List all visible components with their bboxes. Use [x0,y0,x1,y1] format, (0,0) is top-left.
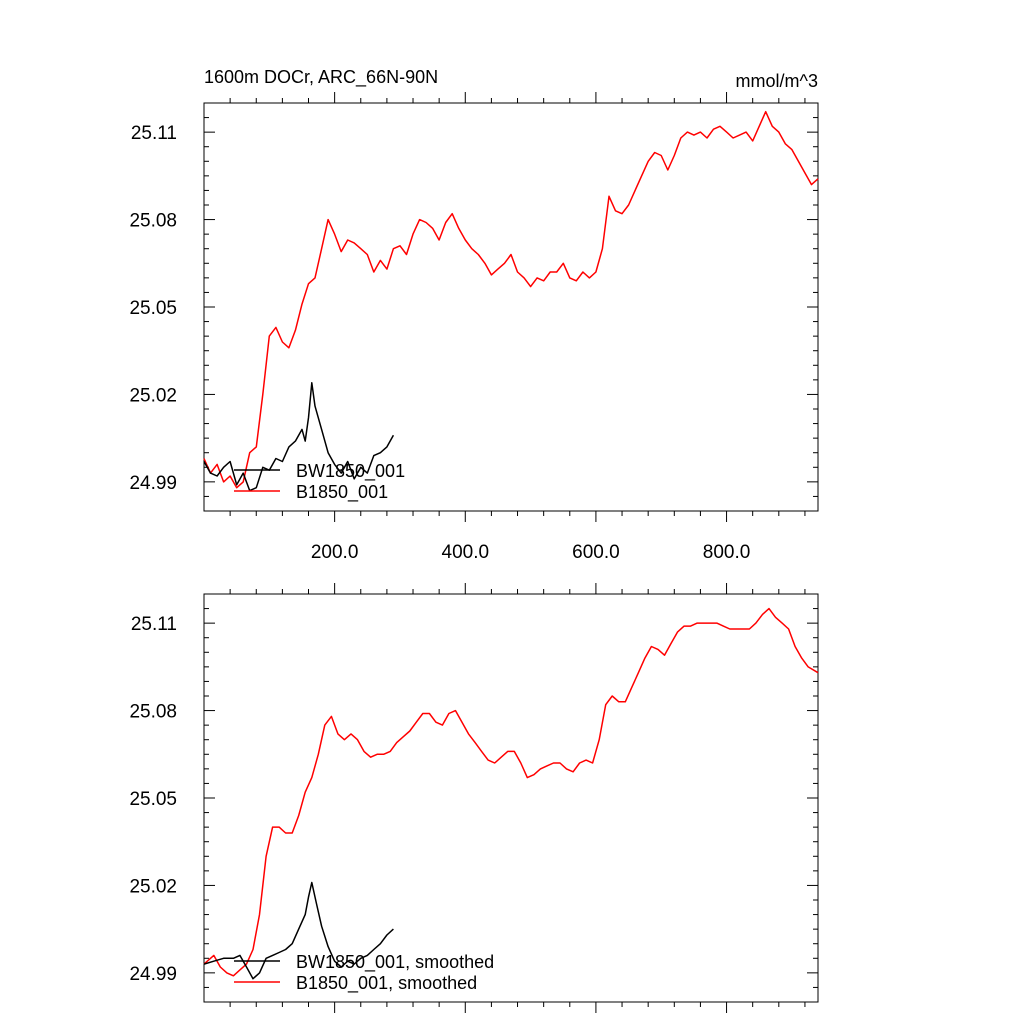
legend-label: BW1850_001, smoothed [296,952,494,973]
y-tick-label: 25.08 [129,211,177,232]
x-tick-label: 200.0 [311,542,359,563]
y-tick-label: 25.02 [129,876,177,897]
y-tick-label: 25.11 [131,614,177,635]
series-line-b1850 [203,607,819,977]
y-tick-label: 25.05 [129,298,177,319]
y-tick-label: 25.05 [129,789,177,810]
y-tick-label: 25.11 [131,123,177,144]
plot-frame [203,593,819,1003]
series-line-b1850 [203,110,819,489]
plot-frame [203,102,819,512]
y-tick-label: 25.08 [129,702,177,723]
series-line-bw1850 [203,382,395,492]
y-tick-label: 25.02 [129,385,177,406]
x-tick-label: 800.0 [703,542,751,563]
chart-panel-2: 24.99 25.02 25.05 25.08 25.11 BW1850_001, smo… [129,583,819,1013]
legend-label: B1850_001, smoothed [296,973,477,994]
x-tick-label: 600.0 [572,542,620,563]
chart-title: 1600m DOCr, ARC_66N-90N [204,67,438,88]
legend-label: BW1850_001 [296,461,405,482]
chart-panel-1: 24.99 25.02 25.05 25.08 25.11 200.0 400.0 600.0… [129,67,819,563]
y-tick-label: 24.99 [129,473,177,494]
y-tick-label: 24.99 [129,964,177,985]
legend-label: B1850_001 [296,482,388,503]
units-label: mmol/m^3 [736,71,818,91]
series-line-bw1850 [203,881,394,980]
x-tick-label: 400.0 [442,542,490,563]
